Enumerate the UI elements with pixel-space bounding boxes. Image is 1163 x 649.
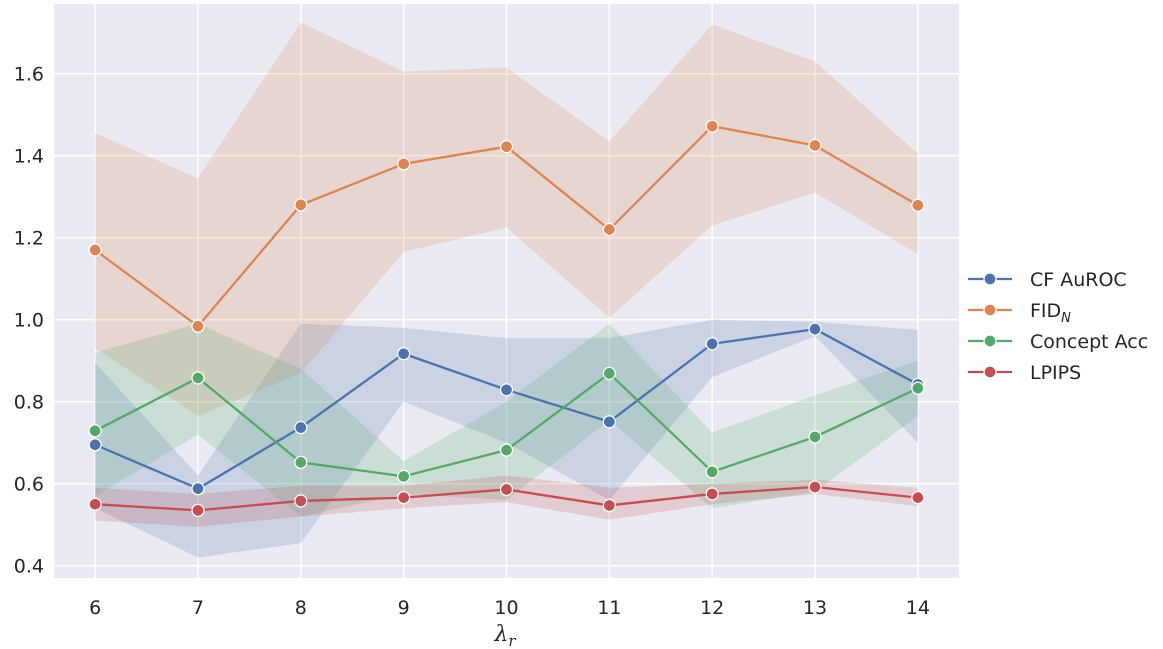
legend-label: FIDN — [1030, 300, 1071, 326]
point-concept-acc — [705, 465, 719, 479]
point-fid — [499, 140, 514, 154]
x-tick-label: 10 — [494, 597, 518, 619]
point-cf-auroc — [602, 415, 616, 429]
x-axis-ticks: 6 7 8 9 10 11 12 13 14 — [89, 597, 930, 619]
point-lpips — [705, 487, 719, 501]
x-axis-label-main: λ — [493, 622, 508, 647]
point-concept-acc — [397, 469, 411, 483]
point-fid — [191, 319, 205, 333]
point-cf-auroc — [191, 481, 205, 496]
legend-label: Concept Acc — [1030, 331, 1148, 353]
point-cf-auroc — [294, 420, 308, 435]
point-cf-auroc — [705, 337, 719, 351]
x-tick-label: 13 — [803, 597, 827, 619]
point-lpips — [911, 490, 925, 505]
legend: CF AuROC FIDN Concept Acc LPIPS — [968, 269, 1148, 384]
point-fid — [911, 198, 925, 212]
legend-label-text: Concept Acc — [1030, 331, 1148, 353]
point-concept-acc — [808, 430, 822, 444]
legend-label-text: CF AuROC — [1030, 269, 1127, 291]
point-lpips — [294, 494, 308, 508]
x-axis-label: λr — [493, 622, 516, 649]
x-tick-label: 7 — [192, 597, 204, 619]
legend-label-text: FID — [1030, 300, 1061, 322]
x-tick-label: 12 — [700, 597, 724, 619]
legend-label: LPIPS — [1030, 362, 1081, 384]
point-concept-acc — [911, 381, 925, 395]
legend-item: FIDN — [968, 300, 1071, 326]
legend-item: Concept Acc — [968, 331, 1148, 353]
legend-label: CF AuROC — [1030, 269, 1127, 291]
x-tick-label: 6 — [89, 597, 101, 619]
point-concept-acc — [191, 371, 205, 385]
point-concept-acc — [602, 366, 616, 381]
y-tick-label: 1.0 — [14, 310, 44, 332]
point-lpips — [808, 480, 822, 494]
legend-item: CF AuROC — [968, 269, 1127, 291]
y-tick-label: 0.6 — [14, 474, 44, 496]
series-markers — [88, 119, 925, 518]
x-axis-label-subscript: r — [508, 632, 516, 649]
legend-label-text: LPIPS — [1030, 362, 1081, 384]
y-tick-label: 1.6 — [14, 64, 44, 86]
point-fid — [294, 198, 308, 212]
legend-label-subscript: N — [1061, 311, 1071, 326]
point-fid — [808, 138, 822, 153]
y-tick-label: 1.4 — [14, 146, 44, 168]
x-tick-label: 9 — [398, 597, 410, 619]
point-lpips — [397, 490, 411, 505]
point-cf-auroc — [88, 438, 102, 452]
point-lpips — [88, 497, 102, 511]
legend-marker — [983, 334, 997, 348]
y-tick-label: 0.4 — [14, 556, 44, 578]
legend-marker — [983, 303, 997, 317]
point-cf-auroc — [397, 347, 411, 361]
point-concept-acc — [499, 443, 514, 457]
y-axis-ticks: 0.4 0.6 0.8 1.0 1.2 1.4 1.6 — [14, 64, 44, 578]
point-fid — [602, 222, 616, 237]
point-concept-acc — [88, 424, 102, 438]
legend-marker — [983, 272, 997, 286]
point-cf-auroc — [808, 322, 822, 336]
point-fid — [705, 119, 719, 133]
point-lpips — [191, 503, 205, 518]
point-fid — [88, 243, 102, 257]
point-cf-auroc — [499, 383, 514, 397]
x-tick-label: 14 — [906, 597, 930, 619]
x-tick-label: 8 — [295, 597, 307, 619]
point-lpips — [602, 498, 616, 513]
legend-item: LPIPS — [968, 362, 1081, 384]
point-concept-acc — [294, 455, 308, 470]
y-tick-label: 1.2 — [14, 228, 44, 250]
point-fid — [397, 157, 411, 171]
y-tick-label: 0.8 — [14, 392, 44, 414]
x-tick-label: 11 — [597, 597, 621, 619]
legend-marker — [983, 365, 997, 379]
point-lpips — [499, 482, 514, 497]
